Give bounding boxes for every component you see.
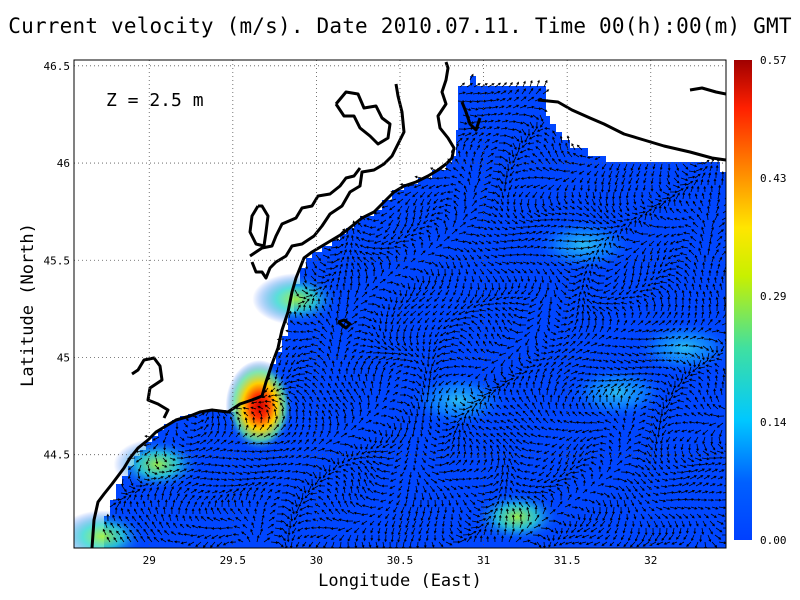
velocity-hotspot bbox=[252, 273, 341, 326]
x-tick-label: 32 bbox=[644, 554, 657, 567]
plot-frame bbox=[73, 59, 727, 549]
x-tick-label: 30.5 bbox=[387, 554, 414, 567]
colorbar-tick-label: 0.57 bbox=[760, 54, 787, 67]
x-tick-label: 30 bbox=[310, 554, 323, 567]
coastline bbox=[90, 61, 726, 548]
x-axis-label: Longitude (East) bbox=[318, 571, 482, 591]
colorbar-tick-label: 0.29 bbox=[760, 290, 787, 303]
x-tick-label: 31 bbox=[477, 554, 490, 567]
x-tick-label: 31.5 bbox=[554, 554, 581, 567]
grid-lines bbox=[74, 60, 726, 548]
y-tick-label: 46 bbox=[57, 157, 70, 170]
colorbar-tick-label: 0.43 bbox=[760, 172, 787, 185]
velocity-hotspot bbox=[565, 364, 670, 421]
current-arrows bbox=[102, 73, 726, 548]
colorbar-tick-label: 0.00 bbox=[760, 534, 787, 547]
depth-label: Z = 2.5 m bbox=[106, 90, 204, 111]
x-tick-label: 29 bbox=[143, 554, 156, 567]
y-axis-label: Latitude (North) bbox=[18, 223, 38, 387]
velocity-hotspot bbox=[473, 490, 562, 543]
current-arrow-field bbox=[102, 73, 726, 548]
velocity-hotspot bbox=[531, 216, 636, 273]
colorbar bbox=[734, 60, 752, 540]
x-tick-labels: 29 29.5 30 30.5 31 31.5 32 bbox=[143, 554, 658, 567]
velocity-hotspots bbox=[74, 216, 726, 548]
colorbar-tick-label: 0.14 bbox=[760, 416, 787, 429]
y-tick-label: 46.5 bbox=[44, 60, 71, 73]
colorbar-tick-labels: 0.00 0.14 0.29 0.43 0.57 bbox=[760, 54, 787, 547]
y-tick-label: 44.5 bbox=[44, 449, 71, 462]
velocity-hotspot bbox=[74, 510, 147, 548]
y-tick-label: 45.5 bbox=[44, 254, 71, 267]
x-tick-label: 29.5 bbox=[220, 554, 247, 567]
velocity-hotspot bbox=[632, 319, 726, 376]
chart-title: Current velocity (m/s). Date 2010.07.11.… bbox=[8, 14, 792, 38]
y-tick-label: 45 bbox=[57, 351, 70, 364]
y-tick-labels: 44.5 45 45.5 46 46.5 bbox=[44, 60, 71, 462]
